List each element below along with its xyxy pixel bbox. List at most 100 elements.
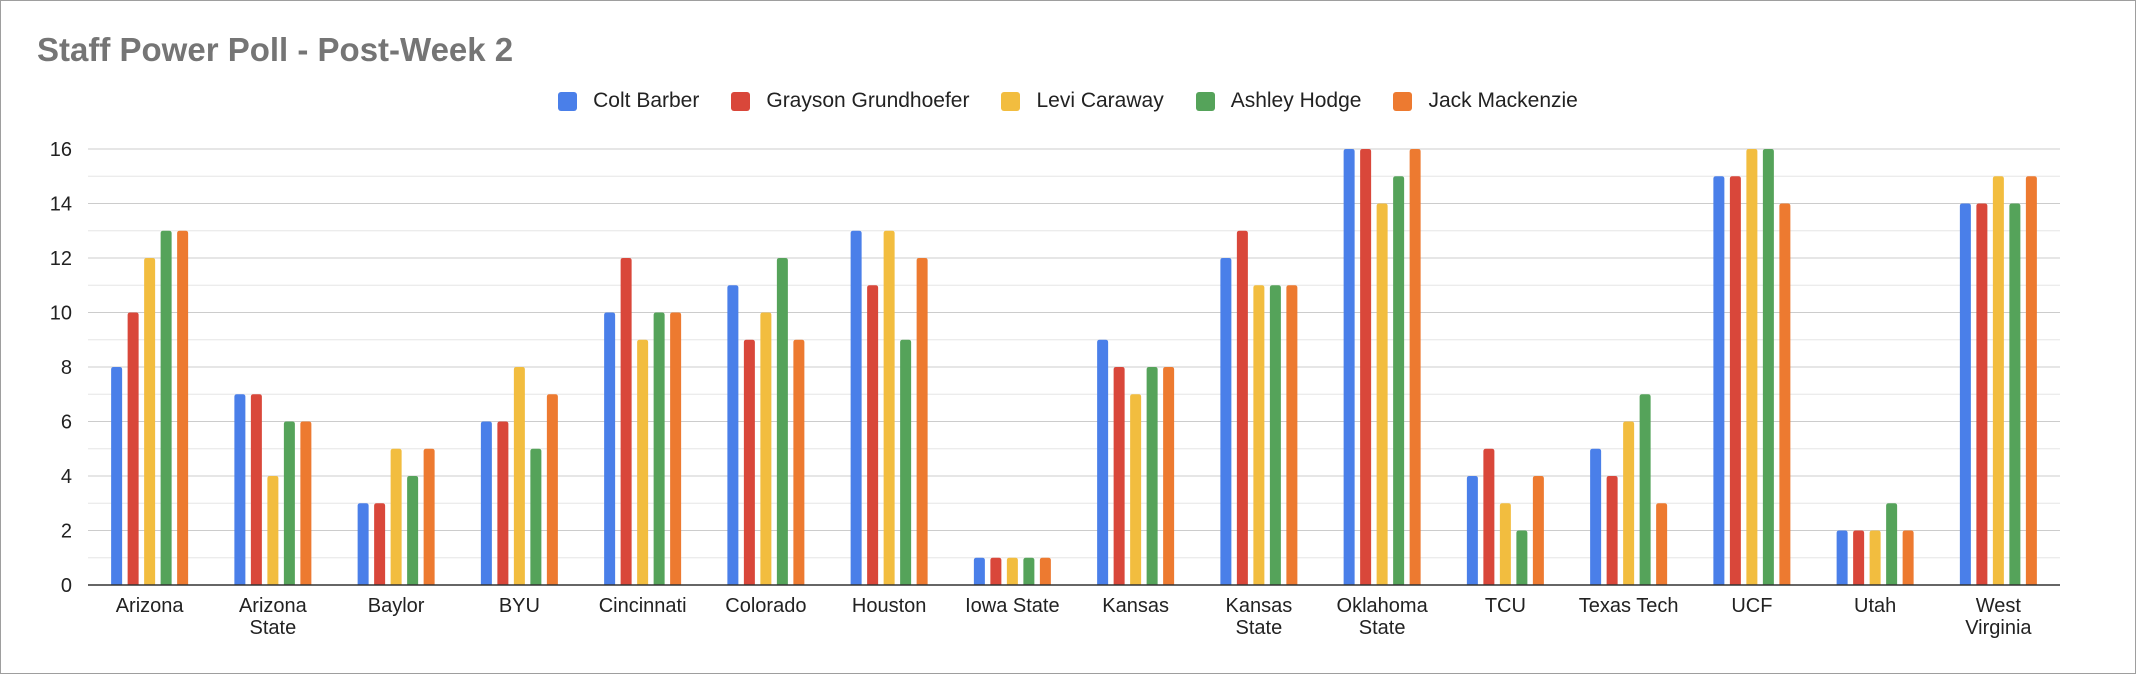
bar[interactable]	[900, 339, 912, 585]
legend-item[interactable]: Grayson Grundhoefer	[731, 89, 969, 113]
legend-label: Grayson Grundhoefer	[766, 89, 970, 112]
bar[interactable]	[973, 557, 985, 585]
bar[interactable]	[916, 258, 928, 585]
bar[interactable]	[793, 339, 805, 585]
bar[interactable]	[2009, 203, 2021, 586]
y-tick-label: 10	[50, 303, 72, 325]
legend-item[interactable]: Ashley Hodge	[1195, 89, 1362, 113]
bar[interactable]	[1902, 530, 1914, 586]
bar[interactable]	[1853, 530, 1865, 586]
bar[interactable]	[1499, 503, 1511, 585]
bar[interactable]	[1992, 176, 2004, 585]
bar[interactable]	[743, 339, 755, 585]
bar[interactable]	[670, 312, 682, 586]
bar[interactable]	[1836, 530, 1848, 586]
x-tick-label: Baylor	[368, 595, 425, 617]
bar[interactable]	[1097, 339, 1109, 585]
bar[interactable]	[1286, 285, 1298, 585]
bar[interactable]	[1039, 557, 1051, 585]
bar[interactable]	[1163, 367, 1175, 585]
legend-swatch	[1001, 91, 1021, 111]
bar[interactable]	[283, 421, 295, 586]
bar[interactable]	[111, 367, 123, 585]
bar[interactable]	[530, 448, 542, 585]
bar[interactable]	[1869, 530, 1881, 586]
bar[interactable]	[1713, 176, 1725, 585]
bar[interactable]	[497, 421, 509, 586]
x-tick-label: UCF	[1731, 595, 1772, 617]
bar[interactable]	[1006, 557, 1018, 585]
bar[interactable]	[1113, 367, 1125, 585]
bar[interactable]	[480, 421, 492, 586]
bar[interactable]	[144, 258, 156, 585]
chart-title: Staff Power Poll - Post-Week 2	[37, 31, 514, 68]
y-tick-label: 0	[61, 575, 72, 597]
bar[interactable]	[776, 258, 788, 585]
bar[interactable]	[1729, 176, 1741, 585]
bar[interactable]	[760, 312, 772, 586]
bar[interactable]	[1409, 149, 1421, 585]
bar[interactable]	[620, 258, 632, 585]
bar[interactable]	[1393, 176, 1405, 585]
legend-label: Levi Caraway	[1036, 89, 1164, 112]
bar[interactable]	[883, 230, 895, 585]
bar[interactable]	[1466, 476, 1478, 585]
legend-item[interactable]: Levi Caraway	[1001, 89, 1164, 113]
x-tick-label: Virginia	[1965, 617, 2032, 639]
bar[interactable]	[727, 285, 739, 585]
bar[interactable]	[850, 230, 862, 585]
x-tick-label: State	[1359, 617, 1406, 639]
bar[interactable]	[1483, 448, 1495, 585]
bar[interactable]	[407, 476, 419, 585]
bar[interactable]	[1023, 557, 1035, 585]
bar[interactable]	[637, 339, 649, 585]
bar[interactable]	[177, 230, 189, 585]
legend-item[interactable]: Colt Barber	[558, 89, 699, 113]
bar[interactable]	[1606, 476, 1618, 585]
bar[interactable]	[1360, 149, 1372, 585]
bar[interactable]	[990, 557, 1002, 585]
bar[interactable]	[234, 394, 246, 585]
bar[interactable]	[250, 394, 262, 585]
bar[interactable]	[2025, 176, 2037, 585]
bar[interactable]	[1130, 394, 1142, 585]
legend-item[interactable]: Jack Mackenzie	[1393, 89, 1578, 113]
bar[interactable]	[867, 285, 879, 585]
bar[interactable]	[1886, 503, 1898, 585]
legend-label: Ashley Hodge	[1230, 89, 1362, 112]
bar[interactable]	[127, 312, 139, 586]
bar[interactable]	[374, 503, 386, 585]
bar[interactable]	[1253, 285, 1265, 585]
bar[interactable]	[1656, 503, 1668, 585]
bar[interactable]	[1746, 149, 1758, 585]
bar[interactable]	[1762, 149, 1774, 585]
bar[interactable]	[300, 421, 312, 586]
bar[interactable]	[423, 448, 435, 585]
bar[interactable]	[1269, 285, 1281, 585]
bar[interactable]	[1976, 203, 1988, 586]
bar[interactable]	[604, 312, 616, 586]
bar[interactable]	[357, 503, 369, 585]
x-tick-label: TCU	[1485, 595, 1526, 617]
bar[interactable]	[390, 448, 402, 585]
legend-swatch	[558, 91, 578, 111]
bar[interactable]	[1236, 230, 1248, 585]
bar[interactable]	[1343, 149, 1355, 585]
bar[interactable]	[1376, 203, 1388, 586]
bar[interactable]	[1779, 203, 1791, 586]
bar[interactable]	[1516, 530, 1528, 586]
bar[interactable]	[267, 476, 279, 585]
bar[interactable]	[1639, 394, 1651, 585]
bar[interactable]	[1532, 476, 1544, 585]
bar[interactable]	[513, 367, 525, 585]
bar[interactable]	[1590, 448, 1602, 585]
bar[interactable]	[653, 312, 665, 586]
bar[interactable]	[1220, 258, 1232, 585]
bar[interactable]	[1146, 367, 1158, 585]
bar[interactable]	[1623, 421, 1635, 586]
bar[interactable]	[546, 394, 558, 585]
x-tick-label: Iowa State	[965, 595, 1060, 617]
bar[interactable]	[160, 230, 172, 585]
bar[interactable]	[1959, 203, 1971, 586]
